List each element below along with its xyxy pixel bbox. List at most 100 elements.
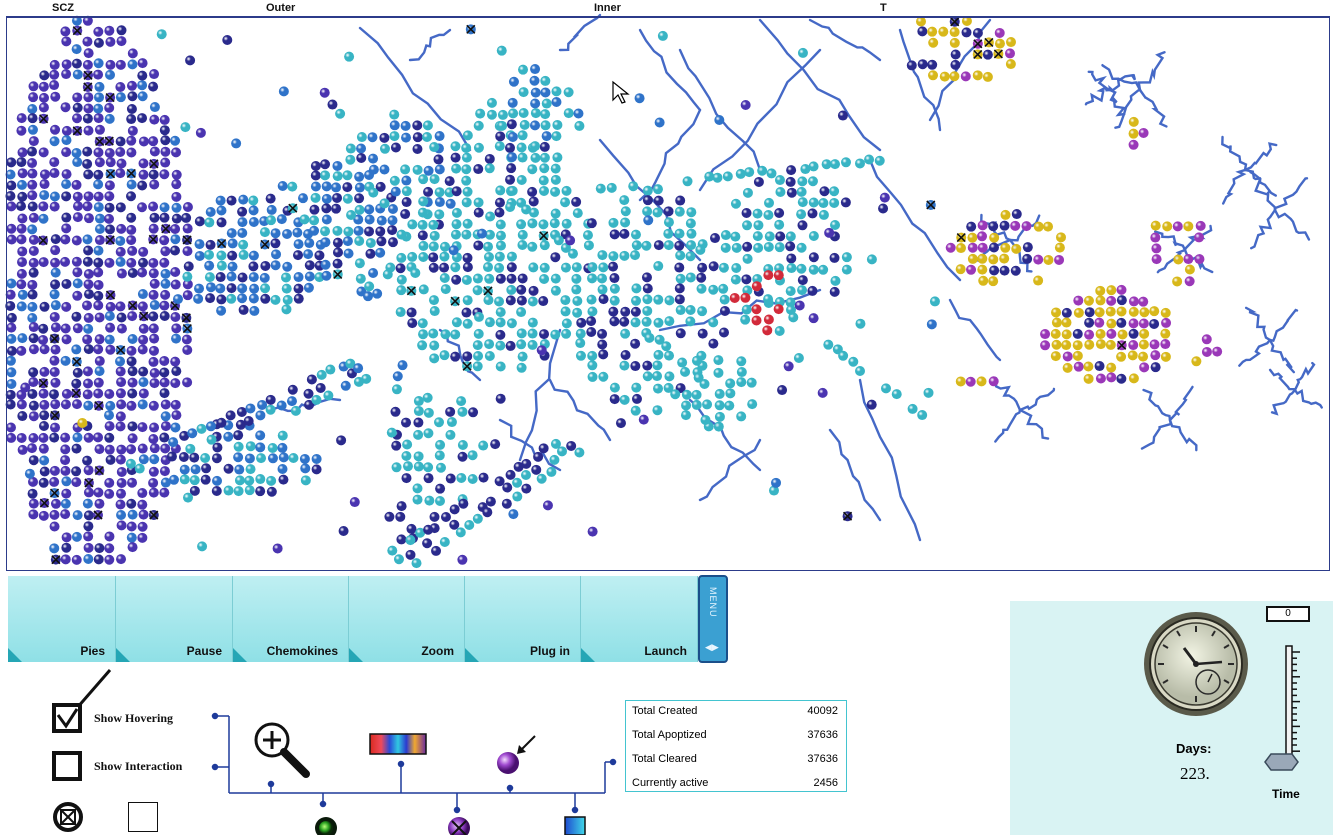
cell [484, 229, 495, 240]
cell [841, 252, 852, 263]
cell [730, 274, 741, 285]
show-hovering-label: Show Hovering [94, 710, 174, 725]
cell [49, 191, 60, 202]
cell [741, 208, 752, 219]
cell [196, 423, 207, 434]
simulation-canvas[interactable] [0, 0, 1333, 572]
show-hovering-option[interactable]: Show Hovering [52, 703, 173, 733]
cell [126, 147, 137, 158]
chemokines-button[interactable]: Chemokines [233, 576, 349, 662]
cell [387, 225, 398, 236]
cell [1084, 339, 1095, 350]
cell [356, 153, 367, 164]
cell [478, 472, 489, 483]
blood-vessel [1273, 177, 1309, 212]
time-readout: 0 [1266, 606, 1310, 622]
apoptotic-marker [105, 169, 116, 179]
pies-button[interactable]: Pies [8, 576, 116, 662]
cell [83, 289, 94, 300]
blood-vessel [1268, 368, 1297, 392]
blood-vessel [408, 28, 452, 62]
cell [310, 181, 321, 192]
blood-vessel [698, 438, 762, 502]
pause-button-label: Pause [186, 644, 222, 658]
probe-sphere-icon[interactable] [495, 732, 551, 778]
cell [49, 69, 60, 80]
cell [435, 462, 446, 473]
cell [797, 285, 808, 296]
cell [539, 240, 550, 251]
cell [431, 545, 442, 556]
cell [1010, 220, 1021, 231]
zone-label-outer: Outer [266, 2, 296, 14]
cell [774, 219, 785, 230]
pause-button[interactable]: Pause [116, 576, 233, 662]
cell [967, 253, 978, 264]
zoom-in-icon[interactable] [250, 718, 312, 780]
cell [223, 463, 234, 474]
cell [227, 238, 238, 249]
cell [818, 209, 829, 220]
cell [708, 284, 719, 295]
cell [512, 491, 523, 502]
apoptotic-cell-icon[interactable] [446, 815, 472, 835]
cell [411, 558, 422, 569]
cell [6, 201, 17, 212]
show-interaction-checkbox[interactable] [52, 751, 82, 781]
cell [700, 414, 711, 425]
empty-option-box[interactable] [128, 802, 158, 832]
cell [237, 272, 248, 283]
cell [796, 242, 807, 253]
live-cell-icon[interactable] [314, 816, 338, 835]
cell [376, 215, 387, 226]
cell [93, 179, 104, 190]
cell [817, 387, 828, 398]
cell [6, 322, 17, 333]
apoptotic-marker [93, 510, 103, 520]
blood-vessel [1108, 88, 1127, 117]
cell [1149, 306, 1160, 317]
cell [137, 301, 148, 312]
cell [126, 400, 137, 411]
launch-button[interactable]: Launch [581, 576, 698, 662]
cell [538, 296, 549, 307]
color-scale-icon[interactable] [369, 733, 427, 755]
blood-vessel [678, 48, 762, 172]
cell [28, 234, 39, 245]
cell [1160, 339, 1171, 350]
cell [926, 319, 937, 330]
show-interaction-option[interactable]: Show Interaction [52, 751, 182, 781]
show-hovering-checkbox[interactable] [52, 703, 82, 733]
cell [513, 461, 524, 472]
cell [549, 454, 560, 465]
cell [553, 235, 564, 246]
simulation-viewport[interactable]: SCZ Outer Inner T [0, 0, 1333, 572]
cell [714, 411, 725, 422]
cell [93, 26, 104, 37]
cancel-circle-icon[interactable] [52, 801, 86, 835]
cell [508, 509, 519, 520]
menu-tab[interactable]: MENU ◀▶ [698, 575, 728, 663]
cell [49, 311, 60, 322]
gradient-swatch-icon[interactable] [564, 815, 586, 835]
cell [71, 344, 82, 355]
cell [1061, 340, 1072, 351]
cell [194, 239, 205, 250]
cell [379, 132, 390, 143]
cell [237, 217, 248, 228]
plug-in-button[interactable]: Plug in [465, 576, 581, 662]
cell [583, 240, 594, 251]
cell [49, 465, 60, 476]
cell [517, 152, 528, 163]
cell [149, 102, 160, 113]
cell [771, 477, 782, 488]
cell [528, 285, 539, 296]
cell [642, 195, 653, 206]
cell [94, 157, 105, 168]
thermometer-icon[interactable] [1260, 640, 1310, 782]
cell [281, 283, 292, 294]
cell [407, 219, 418, 230]
cell [288, 452, 299, 463]
zoom-button[interactable]: Zoom [349, 576, 465, 662]
cell [265, 193, 276, 204]
